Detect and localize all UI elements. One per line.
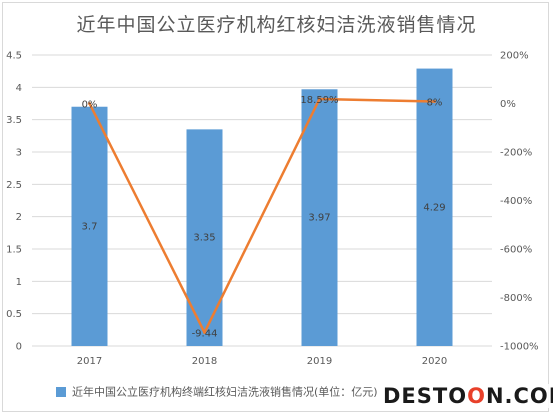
left-tick-label: 4.5 [6,51,22,62]
line-point [318,97,321,101]
line-value-label: 8% [427,98,443,109]
right-y-axis: -1000% -800% -600% -400% -200% 0% 200% [500,51,539,353]
line-value-label: 18.59% [300,95,338,106]
x-tick-label: 2020 [422,356,447,367]
left-tick-label: 1 [16,277,22,288]
line-value-label: -9.44 [192,328,218,339]
line-point [203,330,206,334]
chart-title: 近年中国公立医疗机构红核妇洁洗液销售情况 [76,14,477,36]
watermark-part-1: DESTO [383,384,468,408]
bar-value-label: 3.35 [193,233,215,244]
bar-series [71,68,453,347]
right-tick-label: -600% [500,245,532,256]
bar [71,106,108,346]
bar [301,89,338,347]
left-tick-label: 1.5 [6,245,22,256]
bar-value-label: 3.97 [308,213,330,224]
x-axis: 2017 2018 2019 2020 [77,356,447,367]
bar-value-label: 4.29 [423,202,445,213]
watermark-part-2: O [467,384,486,408]
growth-line [88,97,435,334]
line-point [433,100,436,104]
line-point [88,102,91,105]
legend-label: 近年中国公立医疗机构终端红核妇洁洗液销售情况(单位：亿元) [72,385,378,399]
x-tick-label: 2017 [77,356,102,367]
right-tick-label: 0% [500,99,516,110]
right-tick-label: -800% [500,293,532,304]
watermark-logo: DESTOON.COM [380,384,553,408]
bar-value-label: 3.7 [82,221,98,232]
left-tick-label: 2.5 [6,180,22,191]
left-tick-label: 4 [16,83,22,94]
left-y-axis: 0 0.5 1 1.5 2 2.5 3 3.5 4 4.5 [6,51,22,353]
bar [416,68,453,346]
left-tick-label: 2 [16,212,22,223]
right-tick-label: -400% [500,196,532,207]
line-series [88,97,436,334]
right-tick-label: -1000% [500,342,539,353]
line-value-label: 0% [82,100,98,111]
legend-swatch [56,386,66,397]
data-labels: 3.7 3.35 3.97 4.29 0% -9.44 18.59% 8% [82,95,446,339]
x-tick-label: 2018 [192,356,217,367]
x-tick-label: 2019 [307,356,332,367]
gridlines [32,54,492,347]
watermark-part-3: N.COM [485,384,553,408]
right-tick-label: -200% [500,148,532,159]
left-tick-label: 3 [16,148,22,159]
left-tick-label: 0.5 [6,309,22,320]
left-tick-label: 3.5 [6,115,22,126]
right-tick-label: 200% [500,51,529,62]
left-tick-label: 0 [16,342,22,353]
legend: 近年中国公立医疗机构终端红核妇洁洗液销售情况(单位：亿元) [56,381,536,401]
